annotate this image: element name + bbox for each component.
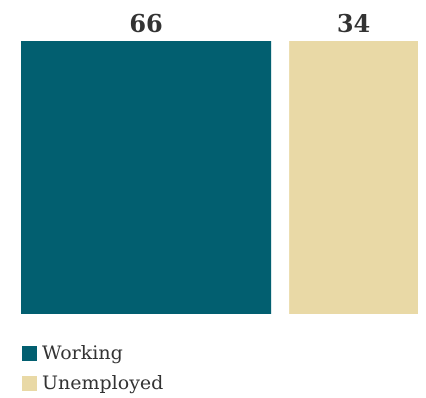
legend-item-unemployed: Unemployed [22,368,163,398]
value-label-working: 66 [129,9,162,38]
legend-swatch-unemployed [22,375,37,391]
legend-label-unemployed: Unemployed [42,372,164,394]
value-label-unemployed: 34 [337,9,370,38]
bar-unemployed [289,41,418,314]
legend-swatch-working [22,345,37,361]
bar-working [21,41,272,314]
legend-label-working: Working [42,342,123,364]
chart: 66 34 [21,9,418,314]
legend: Working Unemployed [22,338,163,398]
legend-item-working: Working [22,338,163,368]
